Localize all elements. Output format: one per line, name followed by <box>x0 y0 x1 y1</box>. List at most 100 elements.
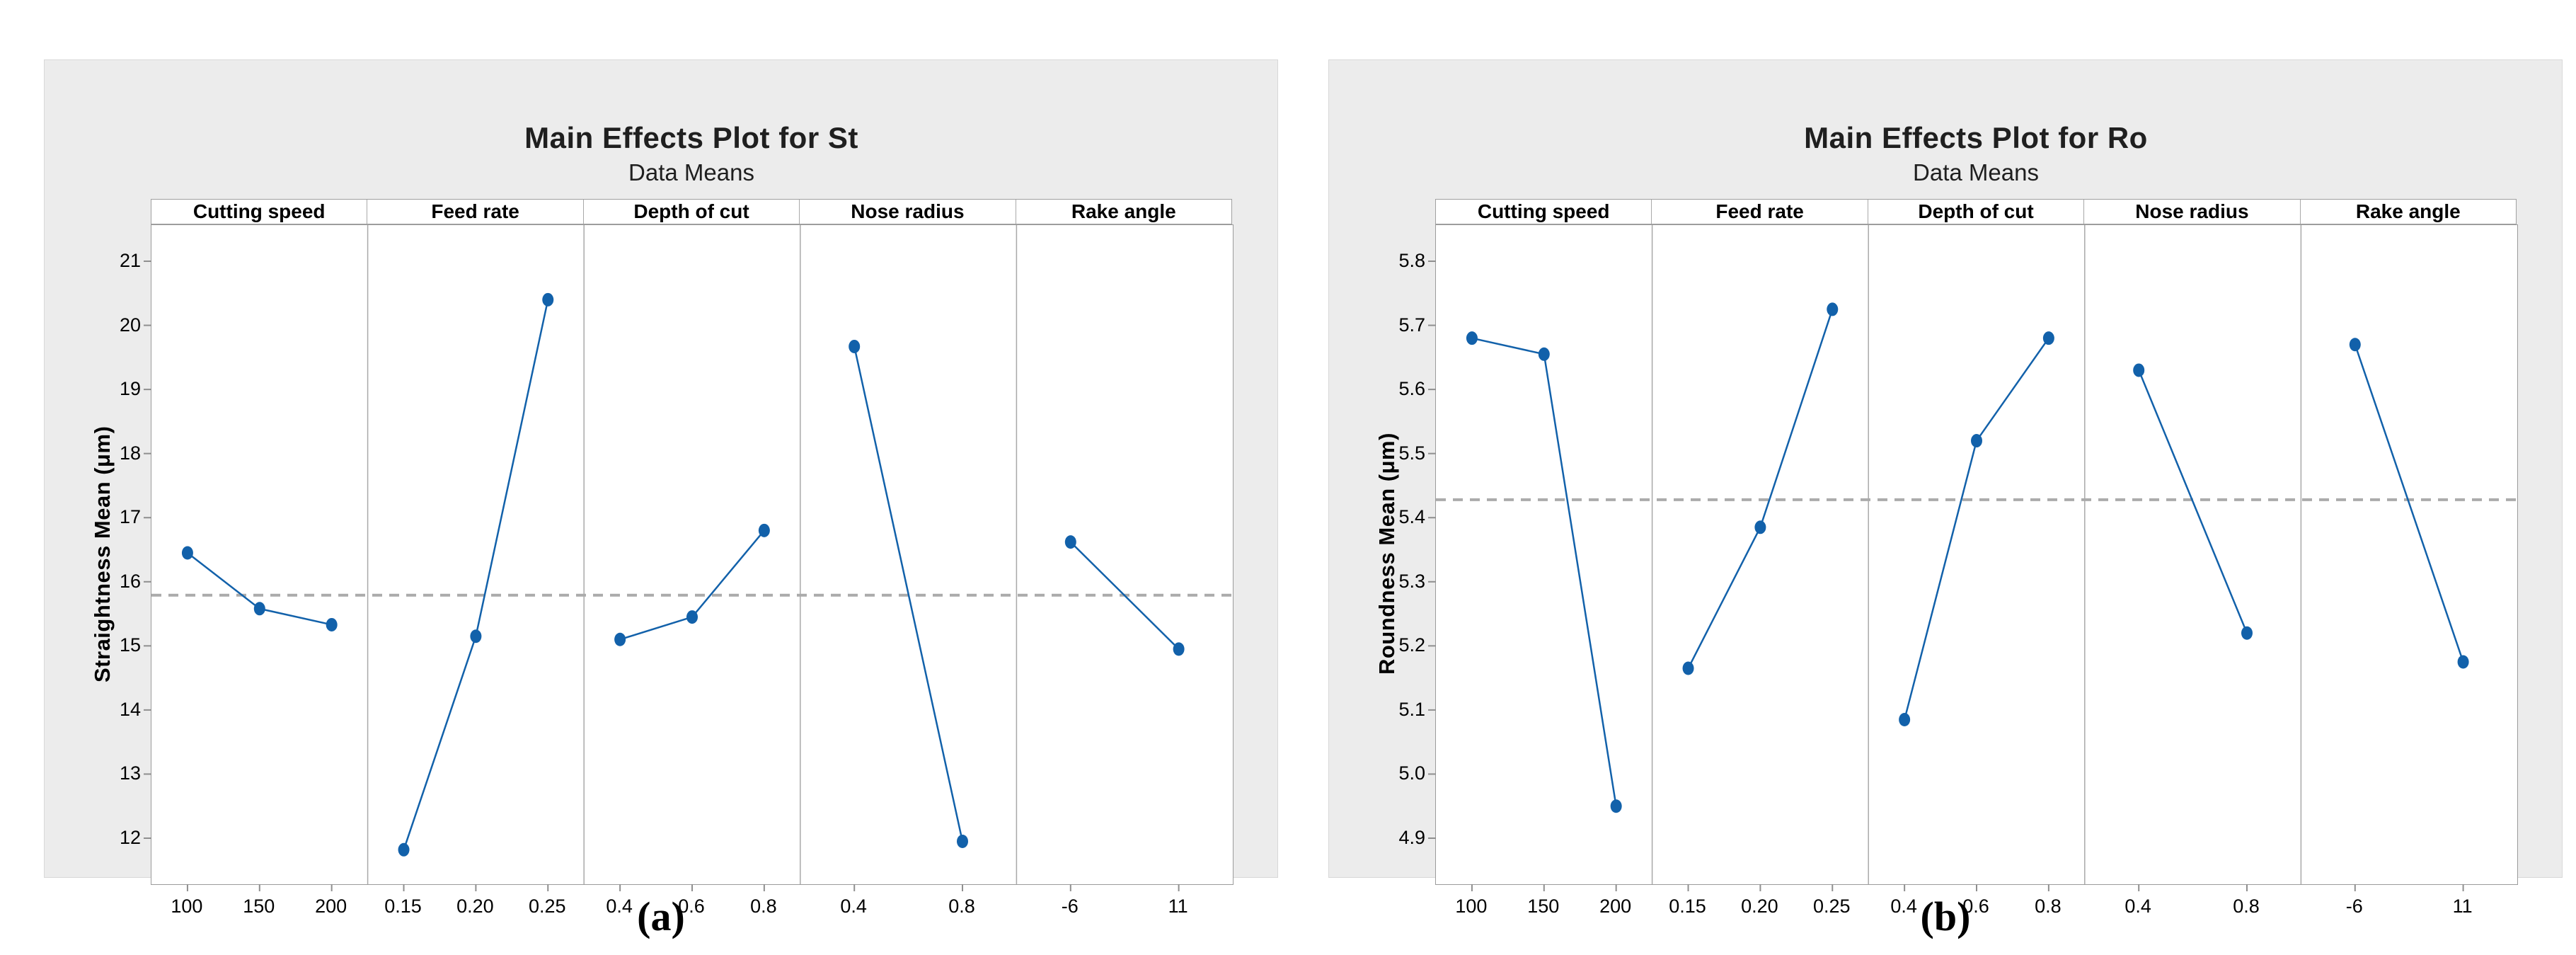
data-point-marker <box>398 842 410 857</box>
main-effects-line-feed-rate <box>1687 309 1834 669</box>
panel-header-row: Cutting speed Feed rate Depth of cut Nose r… <box>151 199 1232 224</box>
data-point-marker <box>758 523 770 537</box>
x-tick-label: 0.4 <box>1890 896 1917 917</box>
y-tick-label: 5.2 <box>1398 634 1425 656</box>
y-tick-label: 20 <box>119 314 141 336</box>
main-effects-line-nose-radius <box>2138 370 2248 634</box>
chart-canvas <box>144 225 1233 891</box>
y-tick-label: 4.9 <box>1398 827 1425 848</box>
main-effects-chart-ro: Main Effects Plot for Ro Data Means Roun… <box>1328 59 2563 917</box>
x-tick-label: 11 <box>2452 896 2473 917</box>
y-tick-label: 5.7 <box>1398 314 1425 336</box>
data-point-marker <box>253 602 265 616</box>
y-tick-label: 15 <box>119 634 141 656</box>
panel-header-feed-rate: Feed rate <box>367 200 584 224</box>
y-tick-label: 5.0 <box>1398 762 1425 784</box>
main-effects-line-nose-radius <box>853 346 964 842</box>
data-point-marker <box>1971 434 1982 448</box>
panel-header-row: Cutting speed Feed rate Depth of cut Nose r… <box>1435 199 2517 224</box>
y-tick-label: 5.6 <box>1398 378 1425 400</box>
panel-header-feed-rate: Feed rate <box>1652 200 1868 224</box>
x-tick-label: -6 <box>2345 896 2363 917</box>
plot-area <box>144 224 1234 891</box>
x-tick-label: 11 <box>1168 896 1188 917</box>
x-tick-label: 0.15 <box>384 896 422 917</box>
y-tick-label: 17 <box>119 506 141 528</box>
data-point-marker <box>1610 799 1622 813</box>
y-tick-label: 16 <box>119 570 141 592</box>
main-effects-chart-st: Main Effects Plot for St Data Means Stra… <box>44 59 1278 917</box>
x-tick-label: 100 <box>1455 896 1488 917</box>
data-point-marker <box>1538 347 1550 361</box>
y-tick-label: 5.3 <box>1398 570 1425 592</box>
chart-title: Main Effects Plot for Ro <box>1804 121 2148 154</box>
data-point-marker <box>326 617 338 631</box>
x-tick-label: 0.20 <box>456 896 494 917</box>
y-tick-label: 18 <box>119 442 141 464</box>
data-point-marker <box>2042 331 2054 345</box>
panel-header-rake-angle: Rake angle <box>1071 200 1176 222</box>
x-tick-label: -6 <box>1061 896 1079 917</box>
x-tick-label: 150 <box>1527 896 1560 917</box>
data-point-marker <box>1682 661 1694 675</box>
x-tick-label: 0.4 <box>2124 896 2151 917</box>
y-tick-label: 5.4 <box>1398 506 1425 528</box>
data-point-marker <box>470 629 482 644</box>
x-tick-label: 200 <box>315 896 347 917</box>
x-tick-label: 0.25 <box>1812 896 1851 917</box>
y-tick-label: 21 <box>119 250 141 271</box>
main-effects-line-cutting-speed <box>1471 337 1617 806</box>
panel-header-nose-radius: Nose radius <box>2084 200 2301 224</box>
panel-header-nose-radius: Nose radius <box>800 200 1016 224</box>
data-point-marker <box>1827 302 1839 316</box>
x-tick-label: 0.20 <box>1741 896 1778 917</box>
chart-title: Main Effects Plot for St <box>524 121 858 154</box>
panel-header-cutting-speed: Cutting speed <box>151 200 368 224</box>
chart-b-column: Main Effects Plot for Ro Data Means Roun… <box>1328 59 2563 955</box>
data-point-marker <box>542 292 554 307</box>
main-effects-line-depth-of-cut <box>1903 337 2049 720</box>
plot-area <box>1428 224 2518 891</box>
data-point-marker <box>1064 535 1076 549</box>
y-tick-label: 13 <box>119 762 141 784</box>
y-tick-label: 19 <box>119 378 141 400</box>
main-effects-line-feed-rate <box>403 299 549 850</box>
x-tick-label: 0.8 <box>2233 896 2260 917</box>
x-tick-label: 0.8 <box>750 896 777 917</box>
data-point-marker <box>1173 642 1185 656</box>
x-tick-label: 200 <box>1599 896 1632 917</box>
data-point-marker <box>1899 712 1911 726</box>
panel-header-rake-angle: Rake angle <box>2355 200 2461 222</box>
main-effects-line-rake-angle <box>2354 344 2464 663</box>
x-tick-label: 100 <box>171 896 203 917</box>
chart-subtitle: Data Means <box>628 159 754 185</box>
data-point-marker <box>2241 626 2253 640</box>
chart-canvas <box>1428 225 2517 891</box>
x-tick-label: 0.15 <box>1669 896 1706 917</box>
panel-header-depth-of-cut: Depth of cut <box>584 200 800 224</box>
x-tick-label: 0.4 <box>606 896 633 917</box>
y-tick-label: 12 <box>119 827 141 848</box>
data-point-marker <box>2457 655 2469 669</box>
x-tick-label: 150 <box>243 896 275 917</box>
x-tick-label: 0.8 <box>2035 896 2062 917</box>
y-tick-label: 5.5 <box>1398 442 1425 464</box>
figure-caption-a: (a) <box>44 878 1278 955</box>
data-point-marker <box>1466 331 1478 345</box>
x-tick-label: 0.6 <box>678 896 705 917</box>
y-tick-label: 5.1 <box>1398 698 1425 720</box>
data-point-marker <box>2133 363 2145 377</box>
y-tick-label: 5.8 <box>1398 250 1425 271</box>
chart-subtitle: Data Means <box>1913 159 2039 185</box>
data-point-marker <box>1754 520 1766 534</box>
data-point-marker <box>849 339 861 353</box>
main-effects-line-rake-angle <box>1069 541 1180 650</box>
data-point-marker <box>686 610 698 624</box>
figure-caption-b: (b) <box>1328 878 2563 955</box>
x-tick-label: 0.4 <box>840 896 867 917</box>
data-point-marker <box>2349 338 2361 352</box>
x-tick-label: 0.8 <box>948 896 975 917</box>
data-point-marker <box>957 835 968 849</box>
chart-a-column: Main Effects Plot for St Data Means Stra… <box>44 59 1278 955</box>
y-tick-label: 14 <box>119 698 141 720</box>
